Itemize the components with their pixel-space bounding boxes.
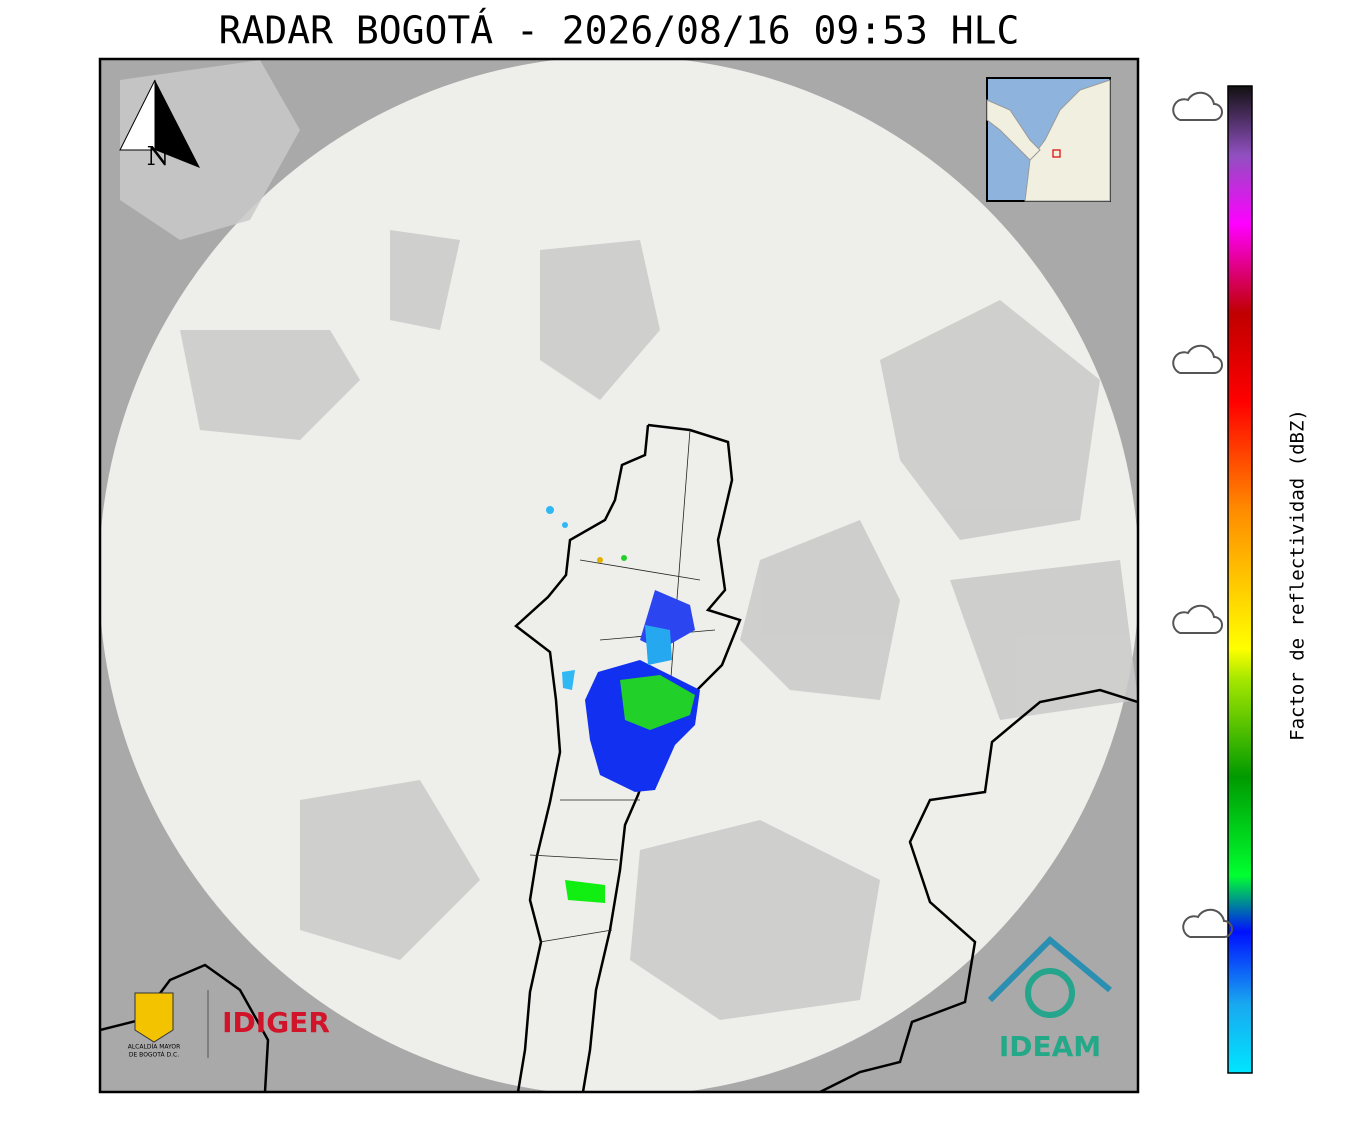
logo-text: ALCALDÍA MAYOR <box>128 1044 181 1051</box>
logo-text: DE BOGOTÁ D.C. <box>129 1052 179 1059</box>
logo-text: IDIGER <box>222 1006 330 1039</box>
colorbar-label: Factor de reflectividad (dBZ) <box>1287 409 1309 741</box>
map-frame <box>98 57 1140 1094</box>
north-arrow <box>155 80 200 168</box>
weather-icons <box>1172 91 1233 938</box>
ideam-logo: IDEAM <box>987 935 1112 1063</box>
colorbar <box>1227 85 1253 1074</box>
inset-map <box>986 77 1111 202</box>
title: RADAR BOGOTÁ - 2026/08/16 09:53 HLC <box>219 9 1020 53</box>
north-label: N <box>147 142 170 172</box>
map-area: N ALCALDÍA MAYOR DE BOGOTÁ D.C. IDIGER I… <box>100 59 1138 1092</box>
terrain <box>120 60 1138 1020</box>
radar-range <box>100 59 1138 1092</box>
radar-echoes <box>546 506 700 903</box>
alcaldia-logo: ALCALDÍA MAYOR DE BOGOTÁ D.C. IDIGER <box>128 990 330 1059</box>
logo-text: IDEAM <box>999 1030 1101 1063</box>
